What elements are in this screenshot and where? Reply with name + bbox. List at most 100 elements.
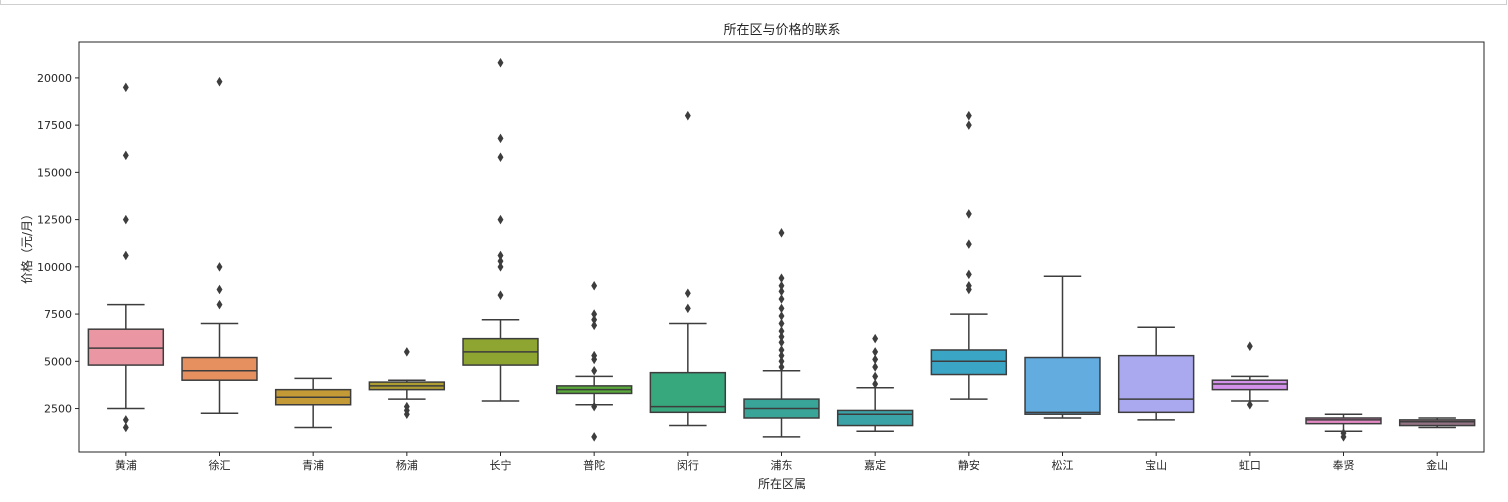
- box: [930, 349, 1008, 376]
- box: [649, 371, 727, 414]
- outlier-point: [216, 299, 223, 310]
- x-tick-label: 徐汇: [209, 458, 231, 472]
- box: [181, 356, 258, 381]
- outlier-point: [778, 228, 785, 238]
- outlier-point: [778, 286, 785, 297]
- outlier-point: [778, 318, 785, 329]
- outlier-point: [497, 214, 504, 225]
- outlier-point: [1246, 399, 1253, 410]
- box-group: [930, 110, 1008, 400]
- outlier-point: [778, 326, 785, 336]
- outlier-point: [122, 422, 129, 433]
- outlier-point: [778, 280, 785, 291]
- box: [1305, 417, 1382, 425]
- outlier-point: [591, 432, 598, 442]
- y-tick-label: 17500: [37, 119, 72, 132]
- box: [87, 328, 165, 366]
- outlier-point: [778, 345, 785, 355]
- outlier-point: [872, 371, 879, 382]
- outlier-point: [778, 303, 785, 314]
- x-tick-label: 嘉定: [864, 458, 886, 472]
- x-tick-label: 青浦: [302, 459, 324, 472]
- outlier-point: [778, 337, 785, 348]
- outlier-point: [591, 314, 598, 325]
- y-tick-label: 2500: [44, 403, 72, 416]
- outlier-point: [497, 133, 504, 144]
- x-tick-label: 松江: [1052, 458, 1074, 472]
- box-group: [743, 228, 820, 438]
- box: [1024, 356, 1101, 415]
- x-tick-label: 普陀: [583, 458, 605, 472]
- outlier-point: [965, 209, 972, 219]
- y-axis: 2500 5000 7500 10000 12500 15000 17500 20000: [37, 72, 79, 416]
- outlier-point: [872, 379, 879, 389]
- outlier-point: [497, 262, 504, 272]
- outlier-point: [591, 401, 598, 412]
- outlier-point: [684, 303, 691, 314]
- outlier-point: [497, 152, 504, 163]
- outlier-point: [216, 262, 223, 272]
- outlier-point: [778, 311, 785, 321]
- plot-frame: [78, 41, 1485, 453]
- outlier-point: [778, 331, 785, 342]
- outlier-point: [965, 110, 972, 121]
- outlier-point: [778, 350, 785, 361]
- box-group: [1024, 275, 1101, 419]
- x-tick-label: 浦东: [771, 459, 793, 472]
- y-axis-label: 价格（元/月）: [19, 208, 34, 284]
- x-tick-label: 杨浦: [396, 458, 418, 472]
- x-tick-label: 奉贤: [1333, 458, 1355, 472]
- outlier-point: [591, 309, 598, 319]
- box-group: [1211, 341, 1289, 410]
- outlier-point: [497, 290, 504, 300]
- outlier-point: [778, 356, 785, 367]
- box-group: [368, 347, 446, 419]
- box: [1211, 379, 1289, 391]
- outlier-point: [872, 354, 879, 365]
- box-group: [1398, 417, 1476, 429]
- outlier-point: [965, 280, 972, 291]
- window-top-edge: [0, 0, 1507, 5]
- y-tick-label: 7500: [44, 308, 72, 321]
- x-tick-label: 黄浦: [115, 458, 137, 472]
- box-group: [462, 58, 539, 402]
- outlier-point: [965, 120, 972, 130]
- outlier-point: [965, 269, 972, 280]
- boxes-layer: [87, 58, 1476, 442]
- outlier-point: [872, 362, 879, 372]
- x-tick-label: 宝山: [1145, 458, 1167, 472]
- outlier-point: [403, 401, 410, 412]
- box: [836, 409, 914, 427]
- outlier-point: [122, 250, 129, 261]
- outlier-point: [1340, 428, 1347, 438]
- outlier-point: [778, 362, 785, 372]
- x-tick-label: 闵行: [677, 458, 699, 472]
- outlier-point: [684, 288, 691, 299]
- x-tick-label: 长宁: [490, 458, 512, 472]
- outlier-point: [1246, 341, 1253, 351]
- outlier-point: [591, 365, 598, 376]
- box-group: [555, 280, 633, 442]
- outlier-point: [122, 415, 129, 425]
- outlier-point: [403, 347, 410, 357]
- box-group: [181, 76, 258, 415]
- outlier-point: [497, 58, 504, 68]
- x-tick-label: 金山: [1426, 458, 1448, 472]
- outlier-point: [122, 82, 129, 93]
- outlier-point: [216, 284, 223, 295]
- box: [1117, 354, 1195, 414]
- outlier-point: [122, 214, 129, 225]
- outlier-point: [497, 256, 504, 266]
- outlier-point: [872, 333, 879, 344]
- box: [1398, 419, 1476, 427]
- x-tick-label: 虹口: [1239, 459, 1261, 472]
- outlier-point: [216, 76, 223, 87]
- y-tick-label: 15000: [37, 166, 72, 179]
- outlier-point: [591, 350, 598, 361]
- box-group: [87, 82, 165, 433]
- y-tick-label: 10000: [37, 261, 72, 274]
- y-tick-label: 20000: [37, 72, 72, 85]
- outlier-point: [591, 320, 598, 331]
- x-axis-label: 所在区属: [758, 477, 806, 491]
- outlier-point: [497, 250, 504, 261]
